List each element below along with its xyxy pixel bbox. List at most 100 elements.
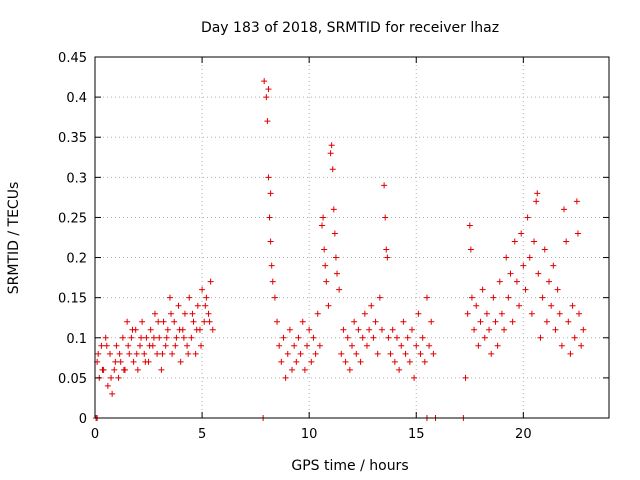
data-point	[172, 342, 179, 349]
data-point	[95, 350, 102, 357]
data-point	[308, 358, 315, 365]
x-tick-label: 0	[91, 427, 99, 442]
data-point	[330, 206, 337, 213]
data-point	[402, 350, 409, 357]
data-point	[322, 262, 329, 269]
data-point	[417, 350, 424, 357]
data-point	[520, 262, 527, 269]
data-point	[141, 350, 148, 357]
data-point	[177, 358, 184, 365]
data-point	[111, 366, 118, 373]
data-point	[492, 318, 499, 325]
data-point	[163, 334, 170, 341]
data-point	[374, 350, 381, 357]
y-tick-label: 0.05	[58, 372, 87, 387]
data-point	[408, 326, 415, 333]
data-point	[169, 350, 176, 357]
data-point	[124, 318, 131, 325]
data-point	[282, 374, 289, 381]
plot-frame	[94, 56, 610, 419]
data-point	[199, 286, 206, 293]
data-point	[563, 238, 570, 245]
data-point	[332, 254, 339, 261]
data-point	[340, 326, 347, 333]
data-point	[108, 374, 115, 381]
data-point	[194, 302, 201, 309]
data-point	[316, 342, 323, 349]
data-point	[389, 326, 396, 333]
data-point	[550, 262, 557, 269]
x-tick-label: 5	[198, 427, 206, 442]
data-point	[267, 190, 274, 197]
data-point	[569, 302, 576, 309]
data-point	[327, 150, 334, 157]
data-point	[160, 318, 167, 325]
data-point	[102, 334, 109, 341]
data-point	[561, 206, 568, 213]
data-point	[261, 78, 268, 85]
data-point	[511, 238, 518, 245]
data-point	[528, 310, 535, 317]
data-point	[488, 350, 495, 357]
data-point	[558, 342, 565, 349]
data-point	[359, 334, 366, 341]
data-point	[164, 326, 171, 333]
data-point	[130, 358, 137, 365]
data-point	[138, 334, 145, 341]
data-point	[378, 326, 385, 333]
x-tick-label: 10	[301, 427, 318, 442]
data-point	[171, 318, 178, 325]
data-point	[546, 278, 553, 285]
data-point	[419, 334, 426, 341]
data-point	[181, 310, 188, 317]
data-point	[143, 334, 150, 341]
data-point	[507, 270, 514, 277]
data-point	[338, 350, 345, 357]
data-point	[423, 294, 430, 301]
data-point	[106, 350, 113, 357]
data-point	[496, 278, 503, 285]
data-point	[192, 350, 199, 357]
data-point	[166, 294, 173, 301]
data-point	[501, 326, 508, 333]
data-point	[398, 342, 405, 349]
data-point	[486, 326, 493, 333]
data-point	[112, 358, 119, 365]
data-point	[162, 342, 169, 349]
data-point	[466, 222, 473, 229]
data-point	[103, 342, 110, 349]
data-point	[206, 318, 213, 325]
data-point	[421, 358, 428, 365]
data-point	[334, 270, 341, 277]
data-point	[325, 302, 332, 309]
data-point	[381, 182, 388, 189]
data-point	[576, 310, 583, 317]
y-tick-label: 0.35	[58, 131, 87, 146]
data-point	[428, 318, 435, 325]
data-point	[535, 270, 542, 277]
data-point	[267, 238, 274, 245]
data-point	[404, 334, 411, 341]
data-point	[205, 310, 212, 317]
data-point	[565, 318, 572, 325]
y-tick-label: 0.45	[58, 51, 87, 66]
data-point	[400, 318, 407, 325]
data-point	[202, 302, 209, 309]
data-point	[109, 390, 116, 397]
data-point	[426, 342, 433, 349]
data-point	[291, 342, 298, 349]
data-point	[128, 334, 135, 341]
data-point	[477, 318, 484, 325]
grid	[95, 57, 609, 418]
data-point	[368, 302, 375, 309]
data-point	[391, 358, 398, 365]
data-point	[154, 350, 161, 357]
data-point	[269, 278, 276, 285]
data-point	[481, 334, 488, 341]
data-point	[146, 342, 153, 349]
data-point	[531, 238, 538, 245]
data-point	[284, 350, 291, 357]
data-point	[129, 326, 136, 333]
